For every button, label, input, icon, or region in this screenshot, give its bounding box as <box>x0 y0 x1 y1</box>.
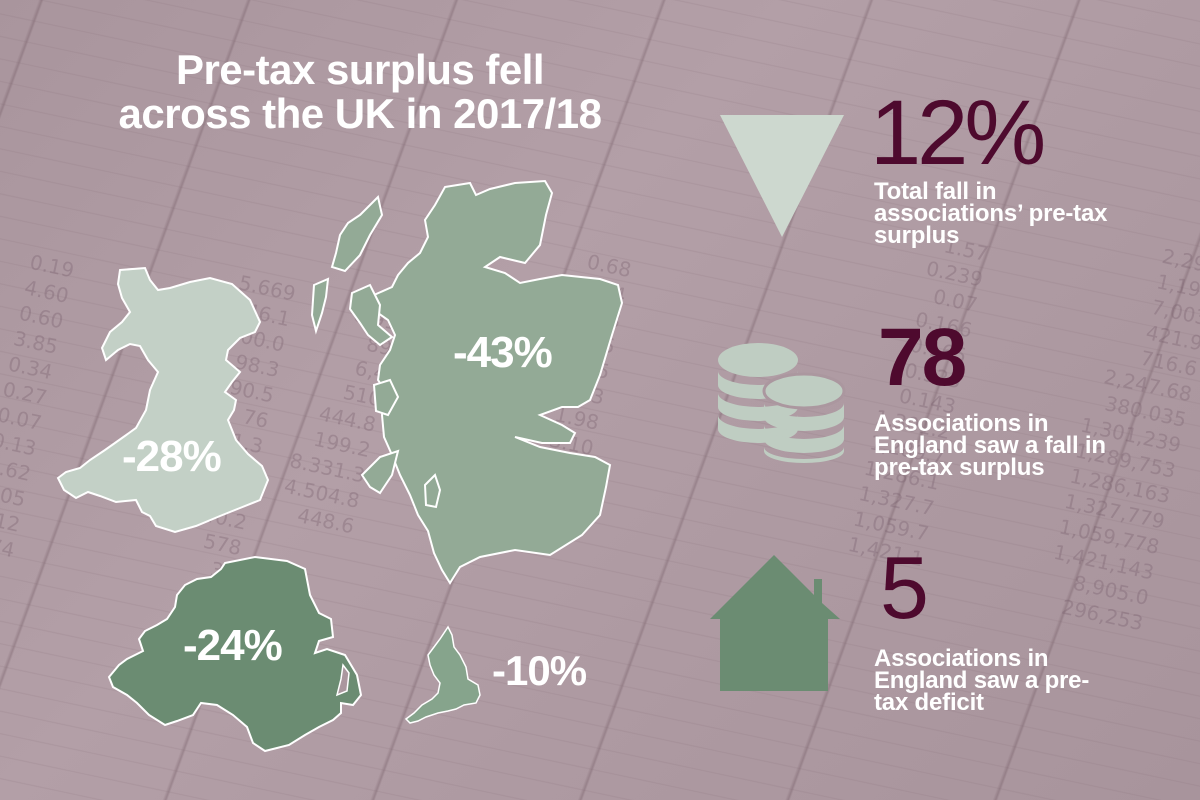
stat-value-5: 5 <box>880 538 929 637</box>
description-line: Associations in <box>874 410 1049 437</box>
description-line: Associations in <box>874 645 1049 672</box>
description-line: associations’ pre-tax <box>874 200 1108 227</box>
stat-total-fall: 12% Total fall in associations’ pre-tax … <box>710 85 1180 265</box>
stat-value-78: 78 <box>878 312 967 403</box>
down-triangle-icon <box>720 115 844 237</box>
region-scotland: -43% <box>300 175 640 595</box>
region-northern-ireland: -24% <box>105 555 375 755</box>
northern-ireland-map-shape <box>107 555 363 753</box>
region-england: -10% <box>400 625 600 725</box>
description-line: England saw a fall in <box>874 432 1106 459</box>
house-icon <box>710 555 840 691</box>
england-map-shape <box>404 625 481 724</box>
northern-ireland-percentage-label: -24% <box>183 621 283 670</box>
stat-description-associations-fall: Associations in England saw a fall in pr… <box>874 410 1106 481</box>
stat-value-12-percent: 12% <box>870 82 1046 184</box>
description-line: Total fall in <box>874 178 997 205</box>
wales-map-shape <box>56 266 270 534</box>
infographic-title: Pre-tax surplus fell across the UK in 20… <box>60 48 660 136</box>
england-percentage-label: -10% <box>492 647 587 694</box>
scotland-percentage-label: -43% <box>453 328 553 377</box>
stat-description-total-fall: Total fall in associations’ pre-tax surp… <box>874 178 1108 249</box>
description-line: surplus <box>874 222 960 249</box>
coins-icon <box>718 343 846 463</box>
scotland-map-shape <box>310 179 624 585</box>
title-line-2: across the UK in 2017/18 <box>118 90 602 137</box>
title-line-1: Pre-tax surplus fell <box>175 46 545 93</box>
description-line: pre-tax surplus <box>874 454 1045 481</box>
description-line: England saw a pre- <box>874 667 1090 694</box>
wales-percentage-label: -28% <box>122 432 222 481</box>
stat-associations-fall: 78 Associations in England saw a fall in… <box>710 315 1180 495</box>
stat-associations-deficit: 5 Associations in England saw a pre- tax… <box>710 540 1180 720</box>
stat-description-associations-deficit: Associations in England saw a pre- tax d… <box>874 645 1090 716</box>
description-line: tax deficit <box>874 689 984 716</box>
region-wales: -28% <box>50 260 300 550</box>
